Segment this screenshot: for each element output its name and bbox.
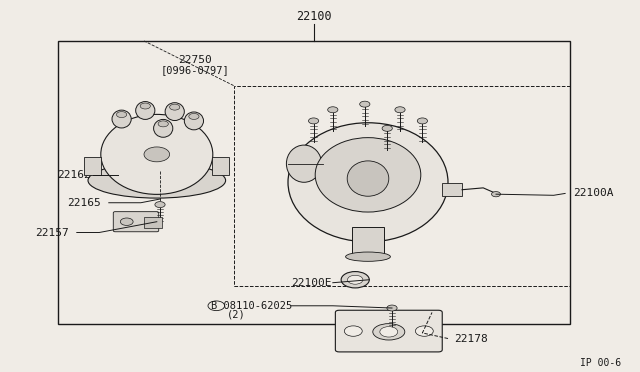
Text: B 08110-62025: B 08110-62025 <box>211 301 292 311</box>
Text: 22100E: 22100E <box>291 278 332 288</box>
Text: IP 00-6: IP 00-6 <box>580 358 621 368</box>
Ellipse shape <box>346 252 390 262</box>
Bar <box>58 41 570 324</box>
Circle shape <box>155 202 165 208</box>
FancyBboxPatch shape <box>113 212 159 232</box>
Circle shape <box>140 103 150 109</box>
Text: 22178: 22178 <box>454 334 488 343</box>
Circle shape <box>360 101 370 107</box>
Ellipse shape <box>372 324 405 340</box>
Circle shape <box>382 125 392 131</box>
Ellipse shape <box>136 102 155 119</box>
Circle shape <box>417 118 428 124</box>
Circle shape <box>170 104 180 110</box>
Circle shape <box>328 107 338 113</box>
Text: [0996-0797]: [0996-0797] <box>161 65 230 75</box>
Ellipse shape <box>315 138 421 212</box>
Ellipse shape <box>347 161 389 196</box>
Circle shape <box>116 112 127 118</box>
Circle shape <box>308 118 319 124</box>
Text: 22165: 22165 <box>67 198 101 208</box>
Text: 22750: 22750 <box>179 55 212 64</box>
Circle shape <box>344 326 362 336</box>
Ellipse shape <box>165 103 184 121</box>
Ellipse shape <box>101 114 212 194</box>
Circle shape <box>158 121 168 127</box>
Bar <box>144 217 162 228</box>
Bar <box>212 157 229 175</box>
Circle shape <box>120 218 133 225</box>
Circle shape <box>144 147 170 162</box>
Ellipse shape <box>88 163 226 198</box>
Circle shape <box>348 275 363 284</box>
Circle shape <box>387 305 397 311</box>
Ellipse shape <box>380 327 398 337</box>
Ellipse shape <box>112 110 131 128</box>
FancyBboxPatch shape <box>335 310 442 352</box>
Text: (2): (2) <box>227 310 246 319</box>
Text: 22162: 22162 <box>58 170 92 180</box>
Circle shape <box>341 272 369 288</box>
Bar <box>442 183 462 196</box>
Circle shape <box>492 192 500 197</box>
Ellipse shape <box>288 123 448 242</box>
Circle shape <box>415 326 433 336</box>
Bar <box>352 227 384 257</box>
Circle shape <box>189 113 199 119</box>
Ellipse shape <box>287 145 322 182</box>
Ellipse shape <box>154 119 173 137</box>
Bar <box>84 157 101 175</box>
Text: 22100: 22100 <box>296 10 332 23</box>
Bar <box>234 86 570 286</box>
Text: 22100A: 22100A <box>573 189 613 198</box>
Circle shape <box>395 107 405 113</box>
Ellipse shape <box>184 112 204 130</box>
Text: 22157: 22157 <box>35 228 69 237</box>
